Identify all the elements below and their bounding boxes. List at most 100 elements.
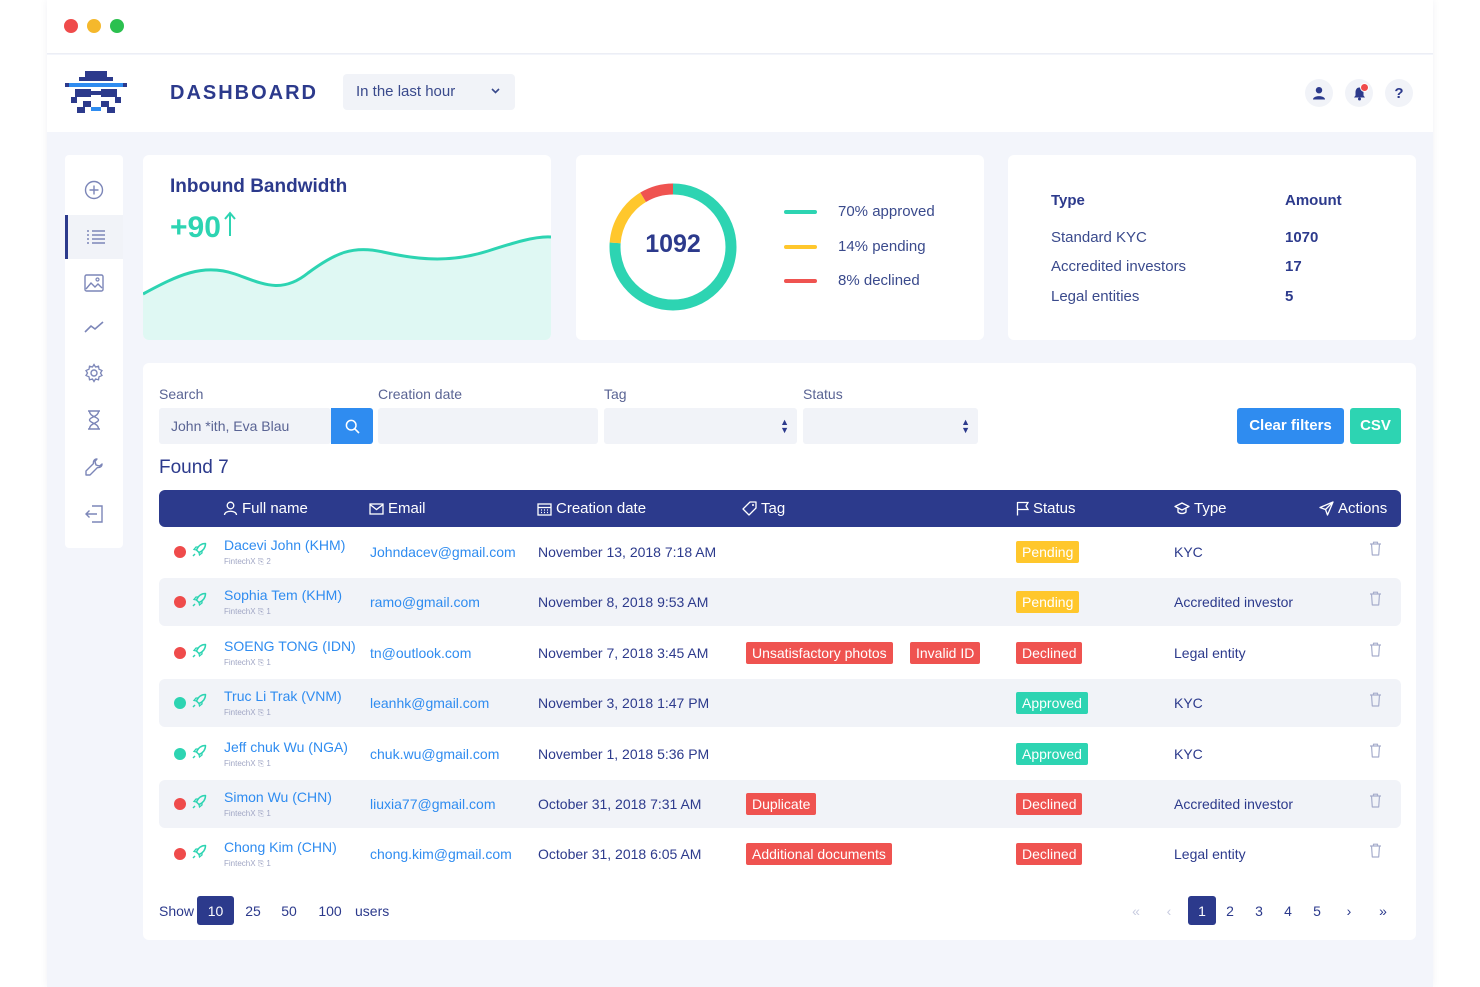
trash-icon[interactable]	[1369, 692, 1382, 707]
check-circle-icon	[174, 748, 186, 760]
time-range-select[interactable]: In the last hour	[343, 74, 515, 110]
trash-icon[interactable]	[1369, 591, 1382, 606]
page-button[interactable]: 4	[1284, 903, 1292, 919]
column-actions: Actions	[1319, 500, 1387, 517]
legend-swatch-approved	[784, 210, 817, 214]
rocket-icon[interactable]	[191, 542, 207, 558]
cell-email[interactable]: tn@outlook.com	[370, 645, 472, 661]
sidebar-item-logout[interactable]	[65, 492, 123, 536]
cell-email[interactable]: ramo@gmail.com	[370, 594, 480, 610]
per-page-option[interactable]: 25	[245, 903, 261, 919]
table-row[interactable]: Sophia Tem (KHM) FintechX ⎘ 1 ramo@gmail.c…	[159, 578, 1401, 626]
table-row[interactable]: Jeff chuk Wu (NGA) FintechX ⎘ 1 chuk.wu@gm…	[159, 730, 1401, 778]
cell-email[interactable]: liuxia77@gmail.com	[370, 796, 496, 812]
search-button[interactable]	[331, 408, 373, 444]
search-input[interactable]: John *ith, Eva Blau	[159, 408, 331, 444]
trash-icon[interactable]	[1369, 843, 1382, 858]
rocket-icon[interactable]	[191, 844, 207, 860]
cell-full-name[interactable]: Chong Kim (CHN)	[224, 839, 337, 855]
bell-icon[interactable]	[1345, 79, 1373, 107]
rocket-icon[interactable]	[191, 693, 207, 709]
sidebar-item-history[interactable]	[65, 398, 123, 442]
window-close-dot[interactable]	[64, 19, 78, 33]
cell-full-name[interactable]: SOENG TONG (IDN)	[224, 638, 356, 654]
legend-label-pending: 14% pending	[838, 238, 926, 255]
tag-select[interactable]: ▲ ▼	[604, 408, 797, 444]
sidebar-item-settings[interactable]	[65, 351, 123, 395]
donut-chart	[609, 183, 737, 311]
plus-circle-icon	[84, 180, 104, 200]
window-minimize-dot[interactable]	[87, 19, 101, 33]
table-row[interactable]: Dacevi John (KHM) FintechX ⎘ 2 Johndacev@g…	[159, 528, 1401, 576]
tag-icon	[742, 501, 757, 516]
logo[interactable]	[65, 69, 127, 117]
column-email[interactable]: Email	[369, 500, 426, 517]
help-icon[interactable]: ?	[1385, 79, 1413, 107]
column-tag[interactable]: Tag	[742, 500, 785, 517]
list-icon	[86, 230, 105, 244]
page-button[interactable]: 1	[1188, 896, 1216, 925]
cell-creation-date: October 31, 2018 7:31 AM	[538, 796, 702, 812]
rocket-icon[interactable]	[191, 794, 207, 810]
table-row[interactable]: SOENG TONG (IDN) FintechX ⎘ 1 tn@outlook.c…	[159, 629, 1401, 677]
rocket-icon[interactable]	[191, 744, 207, 760]
table-row[interactable]: Truc Li Trak (VNM) FintechX ⎘ 1 leanhk@gma…	[159, 679, 1401, 727]
column-label: Full name	[242, 500, 308, 517]
users-label: users	[355, 903, 390, 919]
cell-full-name[interactable]: Truc Li Trak (VNM)	[224, 688, 342, 704]
cell-email[interactable]: chong.kim@gmail.com	[370, 846, 512, 862]
creation-date-input[interactable]	[378, 408, 598, 444]
user-outline-icon	[223, 501, 238, 516]
sidebar-item-add[interactable]	[65, 168, 123, 212]
cell-full-name[interactable]: Sophia Tem (KHM)	[224, 587, 343, 603]
sidebar-item-analytics[interactable]	[65, 305, 123, 349]
per-page-option[interactable]: 50	[281, 903, 297, 919]
trash-icon[interactable]	[1369, 793, 1382, 808]
column-status[interactable]: Status	[1016, 500, 1076, 517]
column-creation-date[interactable]: Creation date	[537, 500, 646, 517]
per-page-option[interactable]: 100	[318, 903, 342, 919]
table-row[interactable]: Chong Kim (CHN) FintechX ⎘ 1 chong.kim@gma…	[159, 830, 1401, 878]
sidebar-item-tools[interactable]	[65, 445, 123, 489]
cell-full-name[interactable]: Simon Wu (CHN)	[224, 789, 332, 805]
sidebar-item-list[interactable]	[65, 215, 123, 259]
cell-email[interactable]: Johndacev@gmail.com	[370, 544, 516, 560]
rocket-icon[interactable]	[191, 592, 207, 608]
cell-creation-date: November 1, 2018 5:36 PM	[538, 746, 710, 762]
cell-org: FintechX ⎘ 1	[224, 759, 271, 768]
table-row[interactable]: Simon Wu (CHN) FintechX ⎘ 1 liuxia77@gmail…	[159, 780, 1401, 828]
sidebar-item-images[interactable]	[65, 261, 123, 305]
type-row-amount: 17	[1285, 258, 1302, 275]
trash-icon[interactable]	[1369, 743, 1382, 758]
cell-email[interactable]: leanhk@gmail.com	[370, 695, 490, 711]
last-page-button[interactable]: »	[1379, 903, 1387, 919]
next-page-button[interactable]: ›	[1346, 903, 1352, 919]
csv-export-button[interactable]: CSV	[1350, 408, 1401, 444]
type-header: Type	[1051, 192, 1085, 209]
first-page-button[interactable]: «	[1132, 903, 1140, 919]
clear-filters-button[interactable]: Clear filters	[1237, 408, 1344, 444]
status-badge: Pending	[1016, 541, 1080, 563]
cell-full-name[interactable]: Dacevi John (KHM)	[224, 537, 346, 553]
column-full-name[interactable]: Full name	[223, 500, 308, 517]
cell-full-name[interactable]: Jeff chuk Wu (NGA)	[224, 739, 348, 755]
cell-email[interactable]: chuk.wu@gmail.com	[370, 746, 500, 762]
page-button[interactable]: 3	[1255, 903, 1263, 919]
prev-page-button[interactable]: ‹	[1166, 903, 1172, 919]
title-bar	[47, 0, 1433, 54]
per-page-option[interactable]: 10	[197, 896, 234, 925]
trash-icon[interactable]	[1369, 541, 1382, 556]
cell-creation-date: November 13, 2018 7:18 AM	[538, 544, 717, 560]
status-badge: Approved	[1016, 692, 1088, 714]
window-maximize-dot[interactable]	[110, 19, 124, 33]
page-button[interactable]: 2	[1226, 903, 1234, 919]
rocket-icon[interactable]	[191, 643, 207, 659]
type-row-label: Accredited investors	[1051, 258, 1187, 275]
show-label: Show	[159, 903, 195, 919]
x-circle-icon	[174, 596, 186, 608]
status-select[interactable]: ▲ ▼	[803, 408, 978, 444]
page-button[interactable]: 5	[1313, 903, 1321, 919]
column-type[interactable]: Type	[1174, 500, 1227, 517]
user-icon[interactable]	[1305, 79, 1333, 107]
trash-icon[interactable]	[1369, 642, 1382, 657]
